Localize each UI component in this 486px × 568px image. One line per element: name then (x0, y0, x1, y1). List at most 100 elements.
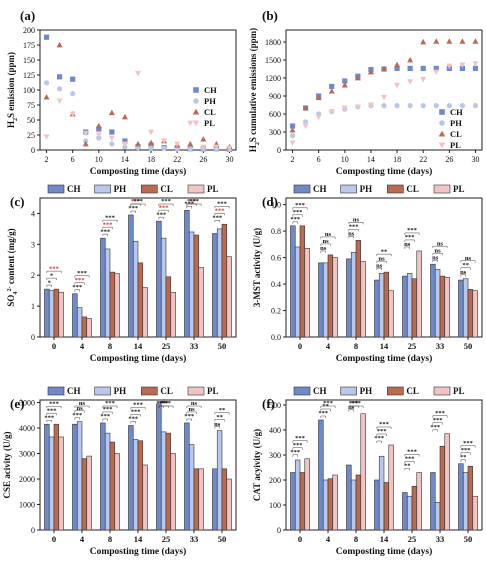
legend-label: PH (360, 386, 373, 396)
x-tick-label: 4 (326, 341, 331, 351)
x-tick-label: 33 (436, 534, 445, 544)
sig-bracket (404, 239, 415, 242)
data-point (354, 74, 361, 81)
y-tick-label: 100 (23, 86, 35, 95)
bar-PH (104, 248, 111, 338)
legend-label: CH (204, 85, 217, 95)
sig-label: *** (293, 209, 303, 216)
x-tick-label: 26 (199, 155, 207, 164)
legend-marker (193, 87, 199, 93)
x-tick-label: 30 (471, 155, 479, 164)
sig-bracket (348, 222, 364, 225)
y-tick-label: 0.6 (271, 254, 281, 263)
legend-swatch (187, 184, 205, 194)
panel-label: (c) (10, 194, 24, 209)
bar-CL (221, 223, 228, 338)
sig-bracket (130, 203, 146, 206)
bar-PH (294, 246, 301, 338)
bar-CH (44, 288, 50, 338)
sig-label: *** (103, 221, 113, 228)
sig-label: *** (433, 417, 443, 424)
bar-CH (318, 419, 324, 531)
sig-label: *** (159, 204, 169, 211)
x-axis-label: Composting time (days) (90, 353, 187, 364)
bar-CH (72, 293, 78, 338)
bar-PL (332, 257, 338, 338)
sig-label: ** (460, 454, 467, 461)
bar-CL (299, 225, 306, 338)
y-tick-label: 4 (31, 209, 35, 218)
sig-label: *** (100, 413, 110, 420)
sig-label: *** (461, 447, 471, 454)
data-point (407, 103, 413, 109)
data-point (69, 111, 76, 118)
sig-label: ** (404, 463, 411, 470)
legend-label: CL (160, 184, 173, 194)
sig-label: *** (290, 449, 300, 456)
bar-CH (156, 220, 162, 338)
data-point (315, 114, 322, 121)
sig-bracket (292, 454, 298, 457)
bar-PH (434, 269, 441, 338)
y-axis-label: H2S cumulative emissions (ppm) (248, 28, 261, 152)
y-tick-label: 1500 (265, 56, 281, 65)
legend-label: PH (114, 184, 127, 194)
bar-PL (142, 464, 148, 531)
data-point (213, 144, 220, 151)
sig-bracket (102, 418, 108, 421)
plot-frame (285, 29, 483, 151)
y-axis-label: CAT acyivity (U/g) (252, 429, 262, 501)
legend-swatch (47, 386, 65, 396)
sig-label: *** (105, 214, 115, 221)
x-tick-label: 14 (134, 534, 143, 544)
sig-bracket (102, 219, 118, 223)
data-point (367, 68, 374, 75)
data-point (394, 103, 400, 109)
sig-label: ns (191, 400, 198, 407)
bar-CH (290, 472, 296, 531)
bar-PH (322, 262, 329, 338)
sig-label: *** (128, 416, 138, 423)
data-point (420, 38, 427, 45)
x-tick-label: 10 (341, 155, 349, 164)
bar-CL (109, 271, 116, 338)
data-point (459, 65, 465, 71)
sig-label: *** (156, 400, 166, 407)
legend-label: PL (204, 118, 215, 128)
bar-CL (165, 432, 172, 531)
data-point (459, 62, 466, 68)
x-tick-label: 22 (419, 155, 427, 164)
sig-label: *** (47, 407, 57, 414)
legend-swatch (433, 184, 451, 194)
legend-marker (192, 120, 200, 127)
sig-label: *** (184, 413, 194, 420)
bar-CH (184, 210, 190, 338)
panel-a: (a) 0 25 50 75 100 125 150 175 200 H2S emission (p… (6, 8, 237, 177)
x-tick-label: 4 (326, 534, 331, 544)
x-axis-label: Composting time (days) (336, 166, 433, 177)
sig-bracket (102, 411, 113, 414)
y-tick-label: 3000 (19, 450, 35, 459)
y-tick-label: 0 (277, 526, 281, 535)
legend-swatch (141, 184, 158, 194)
legend-marker (192, 108, 200, 115)
sig-bracket (292, 440, 308, 443)
bar-CL (299, 472, 306, 531)
sig-bracket (404, 454, 420, 457)
sig-label: ns (460, 269, 467, 276)
sig-bracket (292, 447, 303, 450)
bar-PL (198, 267, 204, 338)
data-point (472, 103, 479, 109)
sig-label: ns (376, 262, 383, 269)
y-tick-label: 4000 (19, 424, 35, 433)
data-point (329, 83, 335, 89)
x-tick-label: 30 (225, 155, 233, 164)
y-tick-label: 125 (23, 71, 35, 80)
sig-bracket (432, 429, 438, 432)
sig-label: *** (215, 207, 225, 214)
data-point (43, 134, 50, 140)
bar-PL (142, 287, 148, 338)
sig-label: *** (44, 414, 54, 421)
data-point (161, 138, 168, 145)
